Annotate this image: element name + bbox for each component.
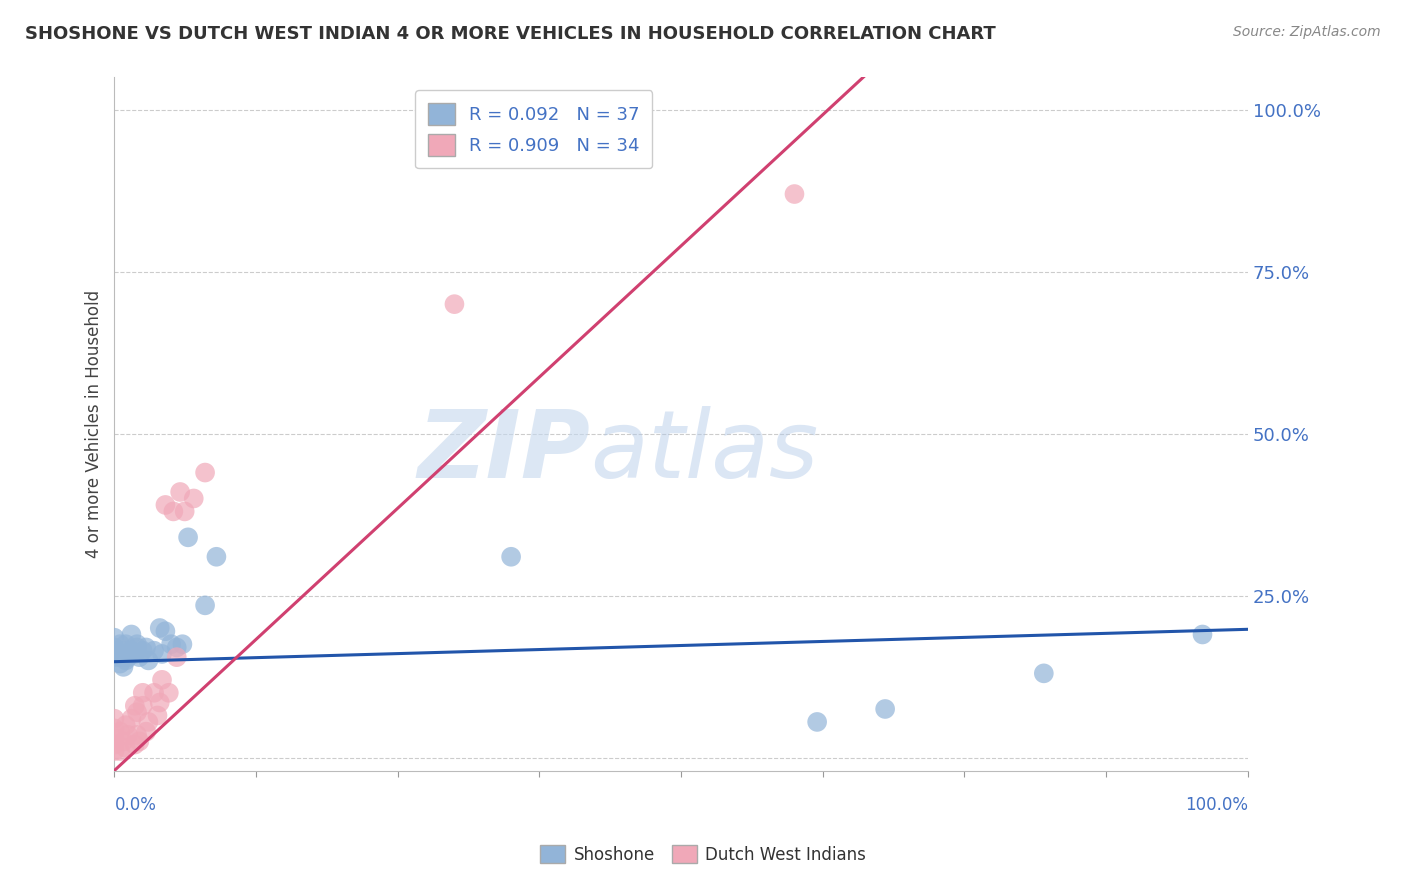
Point (125, 728, 148, 742)
Point (806, 714, 828, 729)
Point (124, 738, 146, 752)
Point (114, 718, 136, 732)
Point (166, 650, 188, 665)
Point (143, 643, 166, 657)
Text: 0.0%: 0.0% (114, 797, 156, 814)
Point (194, 599, 217, 613)
Point (177, 530, 200, 544)
Point (875, 702, 897, 716)
Point (1032, 666, 1054, 681)
Point (132, 643, 155, 657)
Legend: Shoshone, Dutch West Indians: Shoshone, Dutch West Indians (534, 838, 872, 871)
Point (108, 637, 131, 651)
Point (114, 653, 136, 667)
Point (128, 650, 150, 665)
Point (108, 724, 131, 739)
Point (103, 722, 125, 736)
Point (155, 498, 177, 512)
Point (114, 637, 136, 651)
Point (160, 637, 183, 651)
Point (112, 660, 135, 674)
Point (155, 624, 177, 639)
Point (146, 708, 169, 723)
Point (150, 647, 173, 661)
Point (117, 650, 139, 665)
Point (103, 738, 125, 752)
Point (124, 698, 146, 713)
Text: atlas: atlas (591, 406, 818, 497)
Point (162, 504, 184, 518)
Point (120, 627, 142, 641)
Point (183, 491, 205, 506)
Point (173, 504, 195, 518)
Point (128, 734, 150, 748)
Point (125, 640, 148, 655)
Point (103, 650, 125, 665)
Point (124, 647, 146, 661)
Point (120, 712, 142, 726)
Y-axis label: 4 or more Vehicles in Household: 4 or more Vehicles in Household (86, 290, 103, 558)
Point (169, 485, 191, 500)
Point (117, 728, 139, 742)
Point (1191, 627, 1213, 641)
Point (103, 712, 125, 726)
Point (443, 297, 465, 311)
Point (120, 643, 142, 657)
Point (783, 187, 806, 202)
Point (205, 549, 228, 564)
Point (135, 640, 157, 655)
Point (125, 705, 148, 719)
Point (132, 686, 155, 700)
Point (172, 637, 194, 651)
Text: Source: ZipAtlas.com: Source: ZipAtlas.com (1233, 25, 1381, 39)
Point (132, 698, 155, 713)
Text: ZIP: ZIP (418, 406, 591, 498)
Point (149, 621, 172, 635)
Point (138, 653, 160, 667)
Point (135, 724, 157, 739)
Point (108, 744, 131, 758)
Legend: R = 0.092   N = 37, R = 0.909   N = 34: R = 0.092 N = 37, R = 0.909 N = 34 (415, 90, 652, 169)
Point (138, 714, 160, 729)
Text: SHOSHONE VS DUTCH WEST INDIAN 4 OR MORE VEHICLES IN HOUSEHOLD CORRELATION CHART: SHOSHONE VS DUTCH WEST INDIAN 4 OR MORE … (25, 25, 995, 43)
Point (103, 731, 125, 745)
Point (149, 696, 172, 710)
Point (103, 643, 125, 657)
Point (501, 549, 523, 564)
Point (194, 466, 217, 480)
Point (112, 643, 135, 657)
Point (125, 637, 148, 651)
Point (157, 686, 180, 700)
Point (103, 744, 125, 758)
Text: 100.0%: 100.0% (1185, 797, 1249, 814)
Point (166, 640, 188, 655)
Point (103, 631, 125, 645)
Point (143, 686, 166, 700)
Point (114, 740, 136, 755)
Point (103, 647, 125, 661)
Point (108, 657, 131, 671)
Point (112, 734, 135, 748)
Point (103, 640, 125, 655)
Point (108, 650, 131, 665)
Point (150, 673, 173, 687)
